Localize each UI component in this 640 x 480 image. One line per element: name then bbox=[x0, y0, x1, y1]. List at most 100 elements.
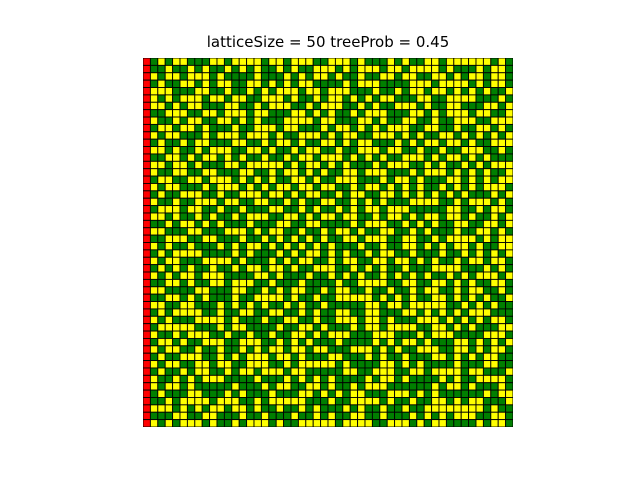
cell-empty bbox=[164, 345, 174, 354]
cell-empty bbox=[408, 227, 418, 236]
cell-tree bbox=[342, 183, 351, 192]
cell-empty bbox=[149, 131, 159, 140]
cell-empty bbox=[364, 183, 373, 192]
cell-empty bbox=[423, 79, 433, 88]
cell-empty bbox=[468, 72, 477, 81]
cell-tree bbox=[223, 94, 233, 103]
cell-empty bbox=[201, 374, 211, 384]
cell-empty bbox=[490, 301, 499, 310]
cell-empty bbox=[253, 352, 262, 362]
cell-empty bbox=[238, 153, 248, 162]
cell-empty bbox=[423, 404, 433, 413]
cell-tree bbox=[246, 101, 255, 111]
cell-tree bbox=[223, 374, 233, 384]
cell-tree bbox=[297, 94, 307, 103]
cell-tree bbox=[231, 271, 240, 280]
cell-empty bbox=[305, 160, 314, 170]
cell-empty bbox=[401, 72, 410, 81]
cell-empty bbox=[194, 352, 203, 362]
cell-tree bbox=[386, 352, 396, 362]
cell-empty bbox=[216, 72, 225, 81]
cell-empty bbox=[149, 256, 159, 266]
cell-tree bbox=[223, 138, 233, 148]
cell-empty bbox=[342, 308, 351, 317]
cell-tree bbox=[431, 94, 440, 103]
cell-empty bbox=[305, 183, 314, 192]
cell-burning bbox=[143, 101, 151, 111]
cell-tree bbox=[149, 308, 159, 317]
cell-tree bbox=[320, 256, 329, 266]
cell-tree bbox=[364, 337, 373, 347]
cell-empty bbox=[416, 330, 425, 339]
cell-empty bbox=[231, 382, 240, 391]
cell-empty bbox=[260, 131, 270, 140]
cell-tree bbox=[164, 389, 174, 398]
cell-empty bbox=[201, 411, 211, 421]
cell-empty bbox=[497, 264, 507, 273]
cell-tree bbox=[216, 389, 225, 398]
cell-tree bbox=[364, 87, 373, 96]
cell-empty bbox=[260, 315, 270, 325]
cell-empty bbox=[297, 242, 307, 251]
cell-empty bbox=[223, 101, 233, 111]
cell-tree bbox=[401, 382, 410, 391]
cell-empty bbox=[283, 397, 292, 406]
cell-empty bbox=[497, 234, 507, 243]
cell-tree bbox=[357, 175, 366, 184]
cell-tree bbox=[275, 212, 285, 221]
cell-tree bbox=[505, 256, 513, 266]
cell-empty bbox=[275, 219, 285, 229]
cell-empty bbox=[231, 183, 240, 192]
cell-empty bbox=[379, 278, 388, 288]
cell-empty bbox=[460, 94, 470, 103]
cell-empty bbox=[438, 419, 447, 427]
cell-empty bbox=[201, 397, 211, 406]
cell-tree bbox=[342, 72, 351, 81]
cell-tree bbox=[445, 397, 455, 406]
cell-tree bbox=[379, 389, 388, 398]
cell-tree bbox=[468, 264, 477, 273]
cell-empty bbox=[260, 293, 270, 302]
cell-tree bbox=[231, 411, 240, 421]
cell-empty bbox=[297, 205, 307, 214]
cell-empty bbox=[231, 242, 240, 251]
cell-empty bbox=[186, 374, 196, 384]
cell-empty bbox=[157, 404, 166, 413]
cell-empty bbox=[260, 212, 270, 221]
cell-tree bbox=[431, 249, 440, 258]
cell-tree bbox=[490, 382, 499, 391]
cell-empty bbox=[401, 374, 410, 384]
cell-tree bbox=[238, 419, 248, 427]
cell-empty bbox=[275, 419, 285, 427]
cell-tree bbox=[445, 146, 455, 155]
cell-tree bbox=[164, 411, 174, 421]
cell-empty bbox=[468, 212, 477, 221]
cell-empty bbox=[364, 345, 373, 354]
cell-empty bbox=[216, 219, 225, 229]
cell-tree bbox=[468, 109, 477, 118]
cell-empty bbox=[460, 242, 470, 251]
cell-empty bbox=[371, 123, 381, 133]
cell-empty bbox=[201, 109, 211, 118]
cell-empty bbox=[431, 278, 440, 288]
cell-tree bbox=[379, 146, 388, 155]
cell-empty bbox=[172, 382, 181, 391]
cell-tree bbox=[468, 79, 477, 88]
cell-empty bbox=[216, 352, 225, 362]
cell-empty bbox=[172, 101, 181, 111]
cell-tree bbox=[482, 242, 492, 251]
cell-tree bbox=[453, 146, 462, 155]
cell-empty bbox=[408, 168, 418, 177]
cell-empty bbox=[172, 168, 181, 177]
cell-tree bbox=[408, 146, 418, 155]
cell-empty bbox=[186, 205, 196, 214]
cell-tree bbox=[482, 190, 492, 199]
cell-empty bbox=[334, 337, 344, 347]
cell-empty bbox=[445, 58, 455, 66]
cell-empty bbox=[453, 168, 462, 177]
cell-tree bbox=[505, 330, 513, 339]
cell-empty bbox=[438, 404, 447, 413]
cell-empty bbox=[275, 345, 285, 354]
cell-empty bbox=[327, 411, 336, 421]
